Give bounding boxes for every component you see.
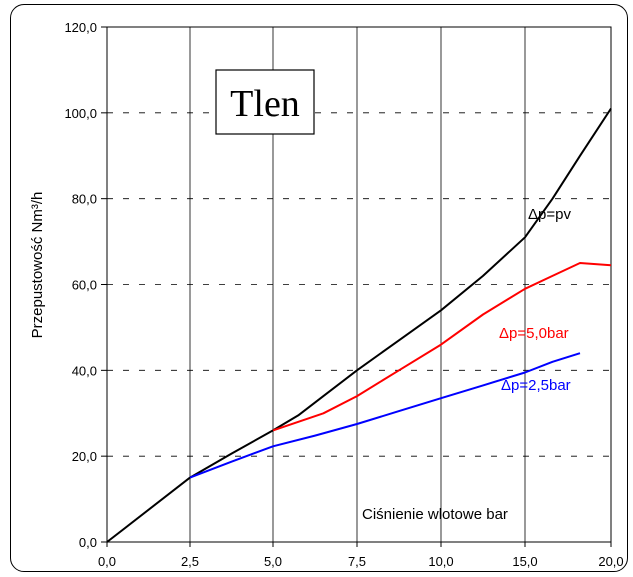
y-tick-label: 20,0	[72, 449, 97, 464]
x-tick-label: 7,5	[348, 554, 366, 569]
y-tick-label: 0,0	[79, 535, 97, 550]
x-tick-label: 10,0	[428, 554, 453, 569]
chart-title: Tlen	[230, 83, 300, 125]
title-box: Tlen	[215, 69, 315, 135]
x-tick-label: 20,0	[598, 554, 623, 569]
series-line-2-5bar	[189, 352, 581, 479]
x-tick-label: 0,0	[98, 554, 116, 569]
legend-label-pv: Δp=pv	[528, 206, 571, 223]
y-tick-label: 80,0	[72, 192, 97, 207]
y-tick-label: 40,0	[72, 363, 97, 378]
series-line-5bar	[272, 262, 612, 432]
x-tick-label: 15,0	[512, 554, 537, 569]
legend-label-2-5bar: Δp=2,5bar	[501, 377, 571, 394]
chart-frame	[10, 4, 628, 572]
x-axis-label: Ciśnienie wlotowe bar	[362, 506, 508, 523]
y-tick-label: 120,0	[64, 20, 97, 35]
legend-label-5bar: Δp=5,0bar	[499, 325, 569, 342]
y-axis-label: Przepustowość Nm³/h	[29, 192, 46, 339]
y-tick-label: 60,0	[72, 278, 97, 293]
x-tick-label: 5,0	[264, 554, 282, 569]
series-line-pv	[106, 107, 612, 543]
y-tick-label: 100,0	[64, 106, 97, 121]
x-tick-label: 2,5	[181, 554, 199, 569]
